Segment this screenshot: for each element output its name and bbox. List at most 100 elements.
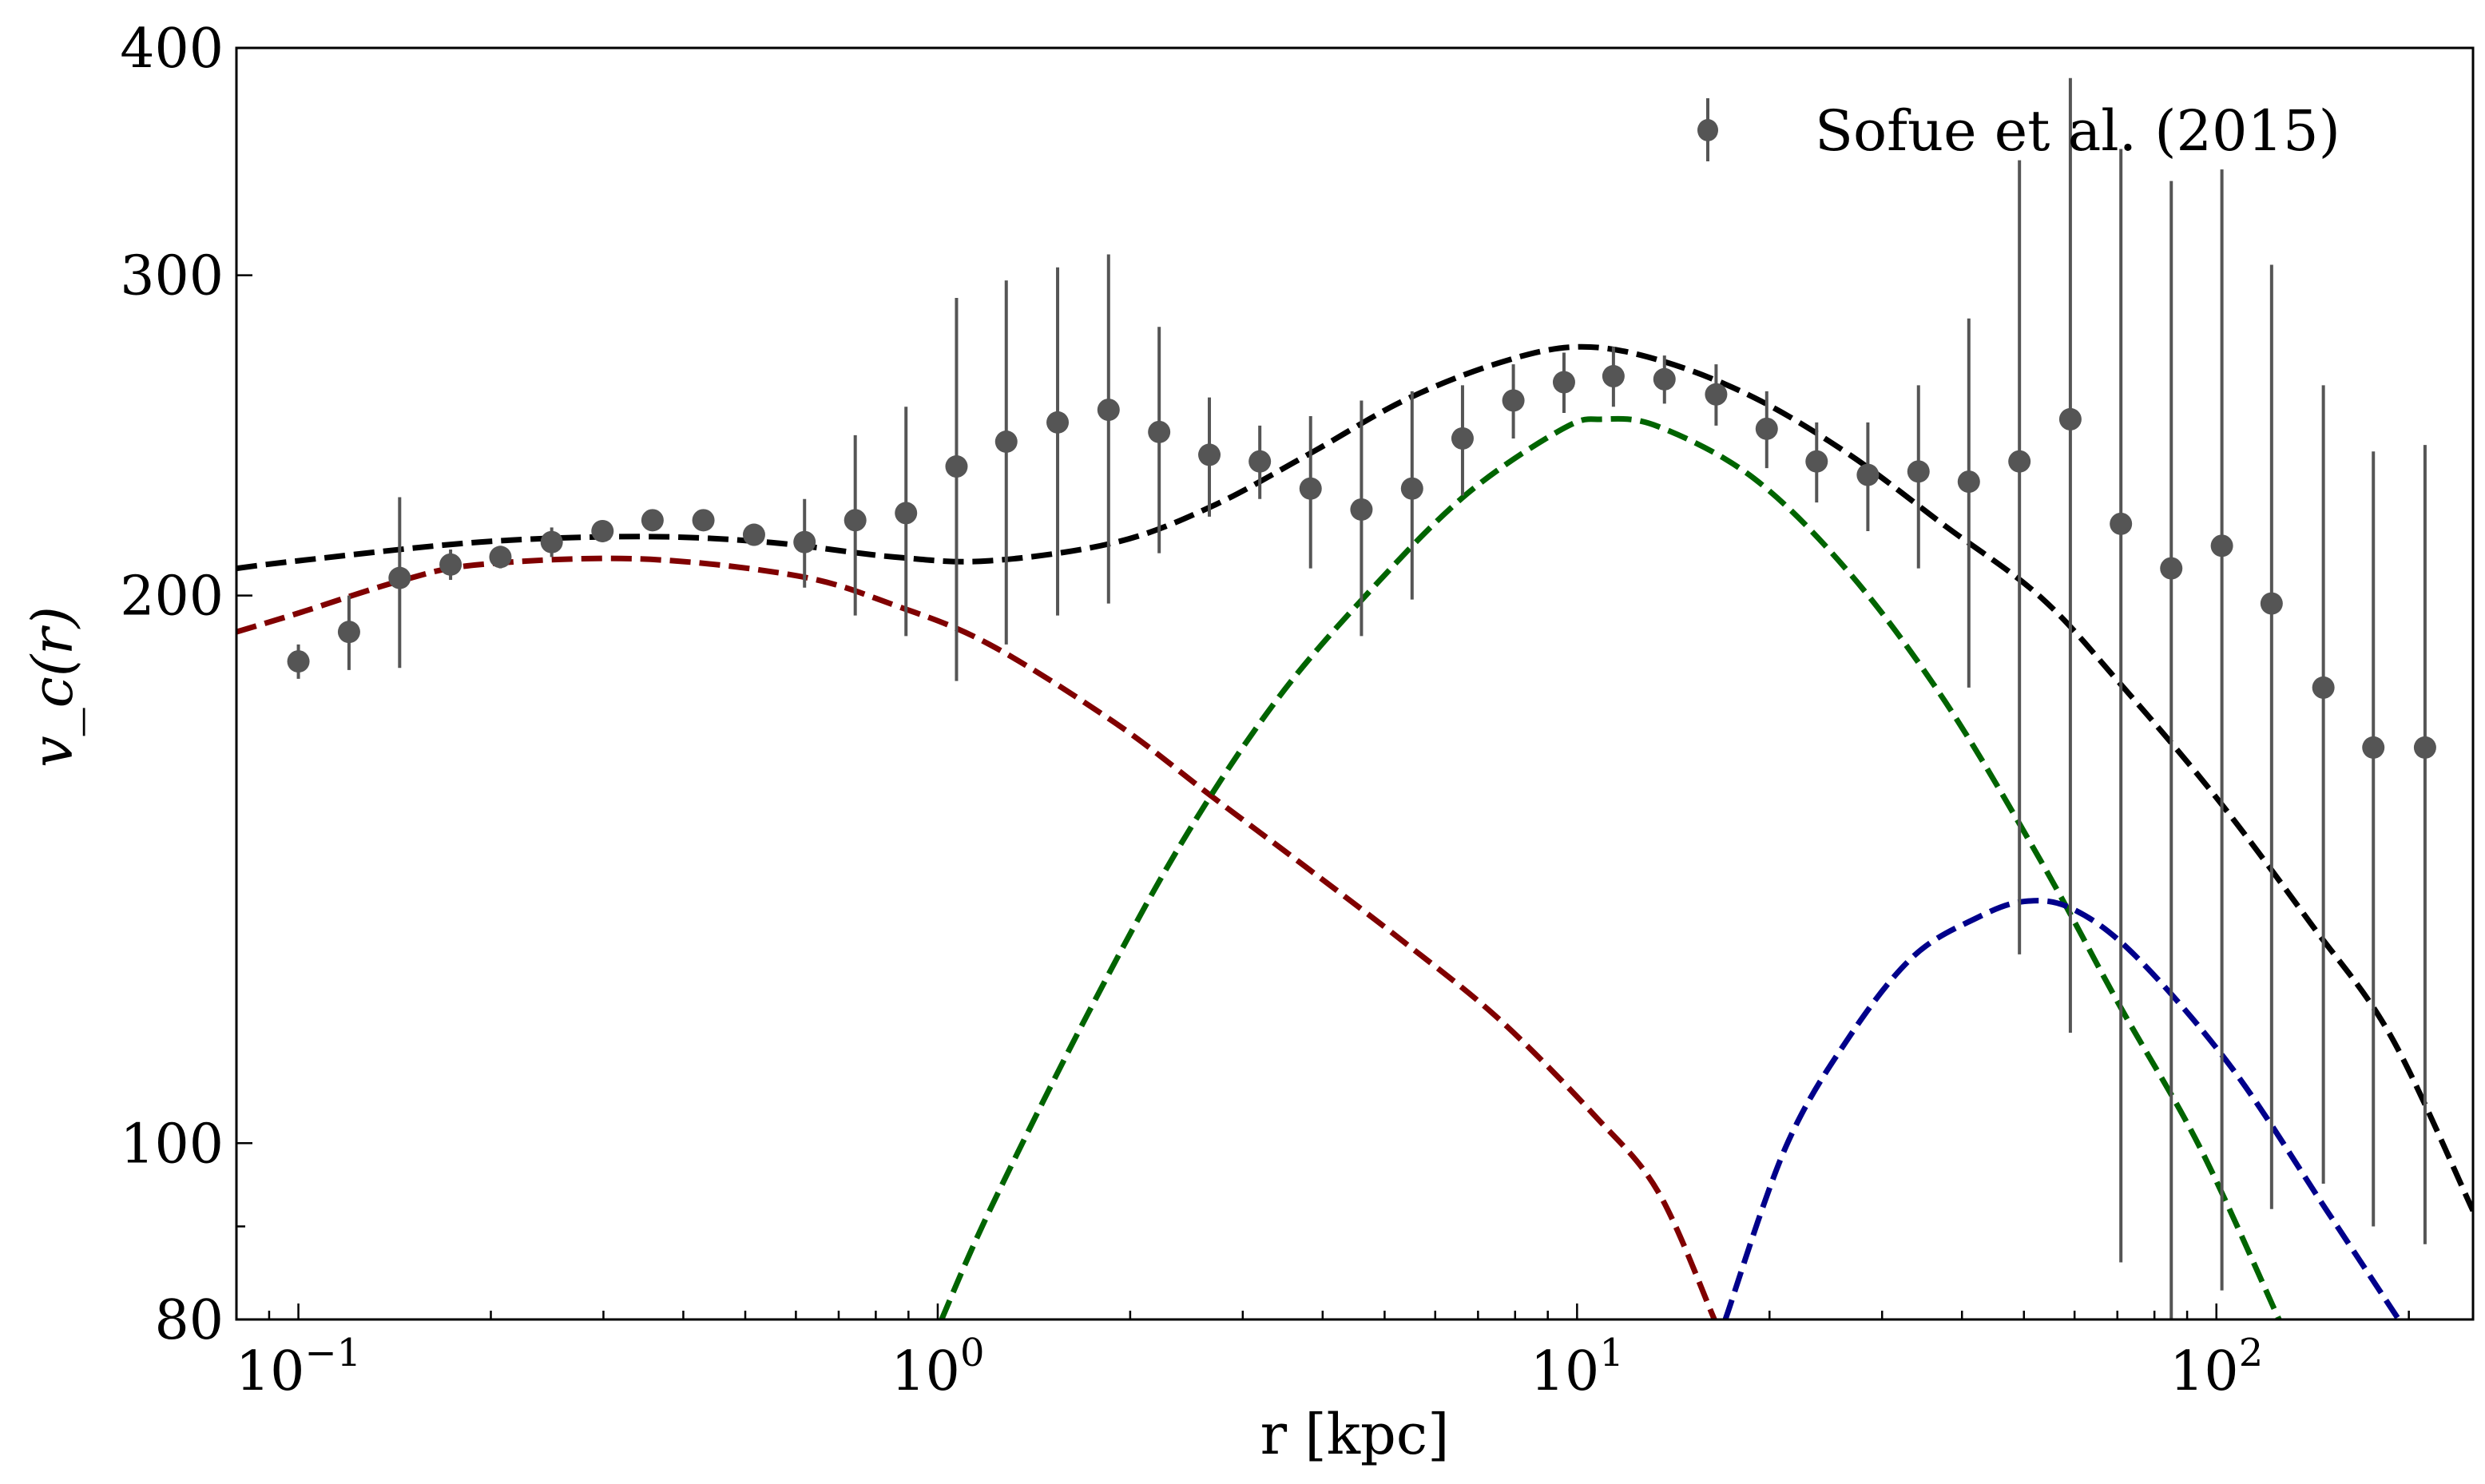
data-point (844, 434, 867, 616)
legend-label: Sofue et al. (2015) (1815, 98, 2340, 164)
x-tick-base: 10 (1530, 1340, 1600, 1403)
data-point (439, 549, 462, 581)
data-point (742, 523, 765, 546)
point-marker (287, 650, 310, 673)
point-marker (895, 502, 918, 525)
point-marker (2260, 592, 2283, 615)
point-marker (388, 566, 411, 589)
x-tick-exponent: 2 (2239, 1331, 2264, 1375)
data-point (2413, 445, 2436, 1244)
data-point (1805, 422, 1828, 503)
y-tick-label: 300 (120, 245, 224, 308)
x-tick-label: 100 (891, 1331, 984, 1403)
point-marker (844, 509, 867, 532)
y-axis-label-text: v_c(r) (20, 606, 85, 768)
x-tick-base: 10 (891, 1340, 960, 1403)
point-marker (1299, 477, 1322, 500)
model-curves (236, 343, 2473, 1319)
data-point (1755, 391, 1778, 469)
x-tick-label: 102 (2169, 1331, 2263, 1403)
x-tick-label: 101 (1530, 1331, 1624, 1403)
point-marker (1502, 389, 1525, 412)
data-point (1248, 425, 1272, 499)
data-point (1602, 347, 1625, 407)
legend-marker (1697, 119, 1718, 141)
x-axis-label: r [kpc] (1260, 1402, 1450, 1467)
point-marker (1097, 399, 1120, 422)
x-tick-label: 10−1 (236, 1331, 361, 1403)
x-tick-base: 10 (236, 1340, 305, 1403)
data-point (1705, 364, 1728, 426)
point-marker (439, 553, 462, 576)
bulge-curve (236, 555, 1717, 1319)
point-marker (1957, 470, 1980, 494)
point-marker (591, 519, 614, 542)
point-marker (2413, 736, 2436, 759)
y-axis-label: v_c(r) (20, 606, 85, 768)
data-point (641, 509, 664, 532)
point-marker (1805, 450, 1828, 473)
x-tick-exponent: 0 (960, 1331, 985, 1375)
data-point (1148, 327, 1171, 554)
point-marker (1602, 365, 1625, 388)
point-marker (641, 509, 664, 532)
point-marker (1451, 427, 1474, 450)
point-marker (1350, 498, 1373, 521)
point-marker (742, 523, 765, 546)
point-marker (2160, 557, 2183, 580)
data-point (591, 519, 614, 542)
point-marker (2210, 534, 2233, 557)
data-point (2058, 77, 2082, 1034)
point-marker (1856, 463, 1880, 486)
data-point (1097, 254, 1120, 604)
data-point (945, 297, 968, 681)
point-marker (1907, 460, 1930, 483)
point-marker (994, 431, 1018, 454)
point-marker (1248, 450, 1272, 473)
data-point (1046, 267, 1070, 616)
point-marker (1755, 417, 1778, 440)
data-point (692, 509, 715, 532)
data-point (2260, 264, 2283, 1209)
x-tick-exponent: 1 (1599, 1331, 1624, 1375)
data-point (1907, 385, 1930, 569)
data-point (388, 497, 411, 669)
y-tick-label: 400 (120, 18, 224, 81)
data-point (1552, 352, 1575, 414)
data-point (2210, 169, 2233, 1291)
data-point (1400, 391, 1423, 600)
data-point (337, 595, 360, 670)
point-marker (1552, 371, 1575, 394)
data-point (540, 527, 563, 557)
data-point (1198, 397, 1221, 517)
y-tick-label: 100 (120, 1113, 224, 1176)
point-marker (540, 530, 563, 554)
data-point (1502, 364, 1525, 438)
data-point (2008, 160, 2031, 954)
data-point (1350, 400, 1373, 637)
data-point (1957, 318, 1980, 688)
point-marker (2058, 407, 2082, 431)
point-marker (337, 621, 360, 644)
point-marker (945, 455, 968, 478)
total-curve (236, 343, 2473, 1212)
data-point (793, 498, 816, 588)
data-point (1451, 385, 1474, 496)
legend: Sofue et al. (2015) (1697, 98, 2340, 164)
point-marker (489, 546, 512, 569)
point-marker (692, 509, 715, 532)
disk-curve (939, 415, 2282, 1319)
y-tick-label: 200 (120, 565, 224, 629)
data-point (1856, 422, 1880, 531)
point-marker (793, 530, 816, 554)
x-tick-exponent: −1 (304, 1331, 361, 1375)
halo-curve (1722, 898, 2401, 1319)
point-marker (1705, 383, 1728, 406)
data-point (287, 644, 310, 679)
point-marker (1198, 443, 1221, 466)
data-point (2312, 385, 2335, 1184)
point-marker (1653, 367, 1676, 391)
